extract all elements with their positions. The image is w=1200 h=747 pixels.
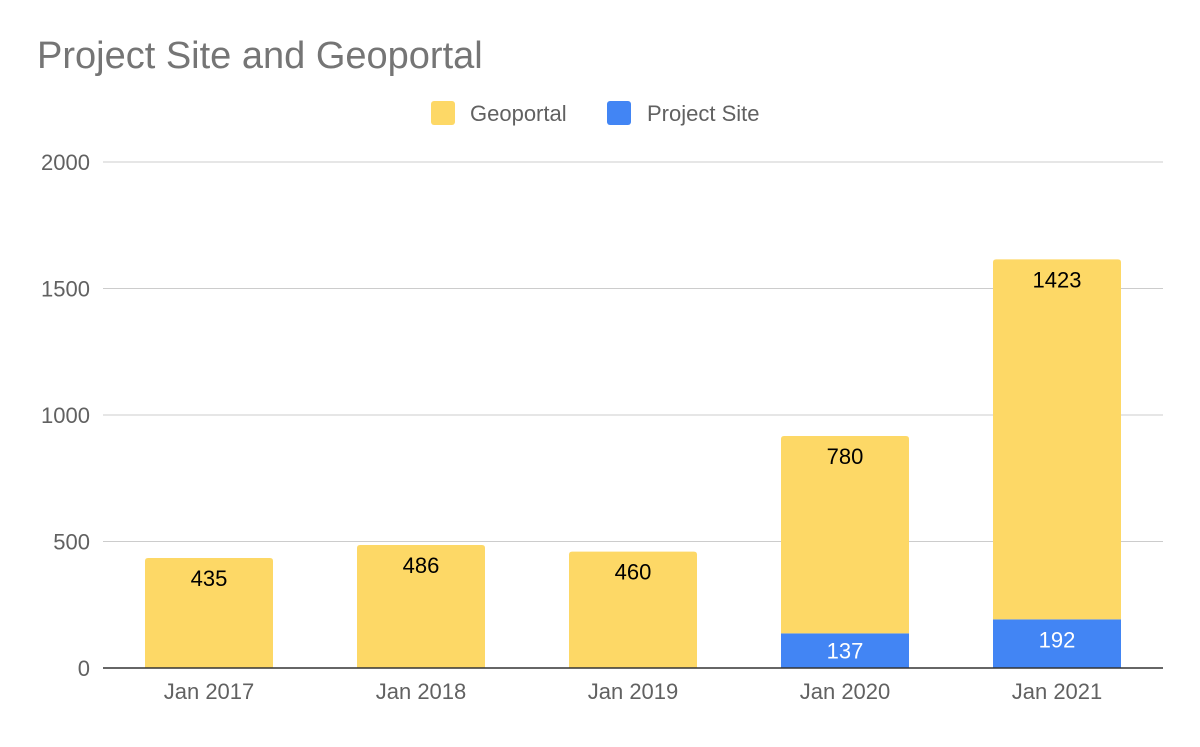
y-tick-label: 500: [53, 530, 90, 555]
chart-title: Project Site and Geoportal: [37, 35, 483, 77]
x-tick-label: Jan 2017: [164, 679, 255, 704]
legend-swatch: [607, 101, 631, 125]
x-tick-label: Jan 2018: [376, 679, 467, 704]
bar-segment[interactable]: [993, 259, 1121, 620]
bar-segment[interactable]: [357, 545, 485, 668]
gridlines: [103, 161, 1163, 542]
y-tick-label: 0: [78, 656, 90, 681]
y-axis: 0 500 1000 1500 2000: [41, 150, 90, 681]
bars: 435 486 460 137 780 192 1423: [145, 259, 1121, 668]
data-label: 435: [191, 566, 228, 591]
legend: Geoportal Project Site: [431, 101, 760, 126]
x-axis: Jan 2017 Jan 2018 Jan 2019 Jan 2020 Jan 2021: [103, 667, 1163, 704]
x-tick-label: Jan 2019: [588, 679, 679, 704]
data-label: 460: [615, 560, 652, 585]
legend-swatch: [431, 101, 455, 125]
bar-segment[interactable]: [781, 633, 909, 668]
y-tick-label: 2000: [41, 150, 90, 175]
legend-item[interactable]: Project Site: [607, 101, 760, 126]
bar-segment[interactable]: [993, 619, 1121, 668]
data-label: 137: [827, 639, 864, 664]
bar-segment[interactable]: [781, 435, 909, 634]
legend-label: Geoportal: [470, 101, 567, 126]
x-tick-label: Jan 2021: [1012, 679, 1103, 704]
y-tick-label: 1000: [41, 403, 90, 428]
y-tick-label: 1500: [41, 277, 90, 302]
legend-label: Project Site: [647, 101, 760, 126]
data-label: 192: [1039, 627, 1076, 652]
legend-item[interactable]: Geoportal: [431, 101, 567, 126]
bar-segment[interactable]: [145, 557, 273, 668]
data-label: 780: [827, 444, 864, 469]
data-label: 1423: [1033, 267, 1082, 292]
bar-segment[interactable]: [569, 551, 697, 668]
data-label: 486: [403, 553, 440, 578]
x-tick-label: Jan 2020: [800, 679, 891, 704]
